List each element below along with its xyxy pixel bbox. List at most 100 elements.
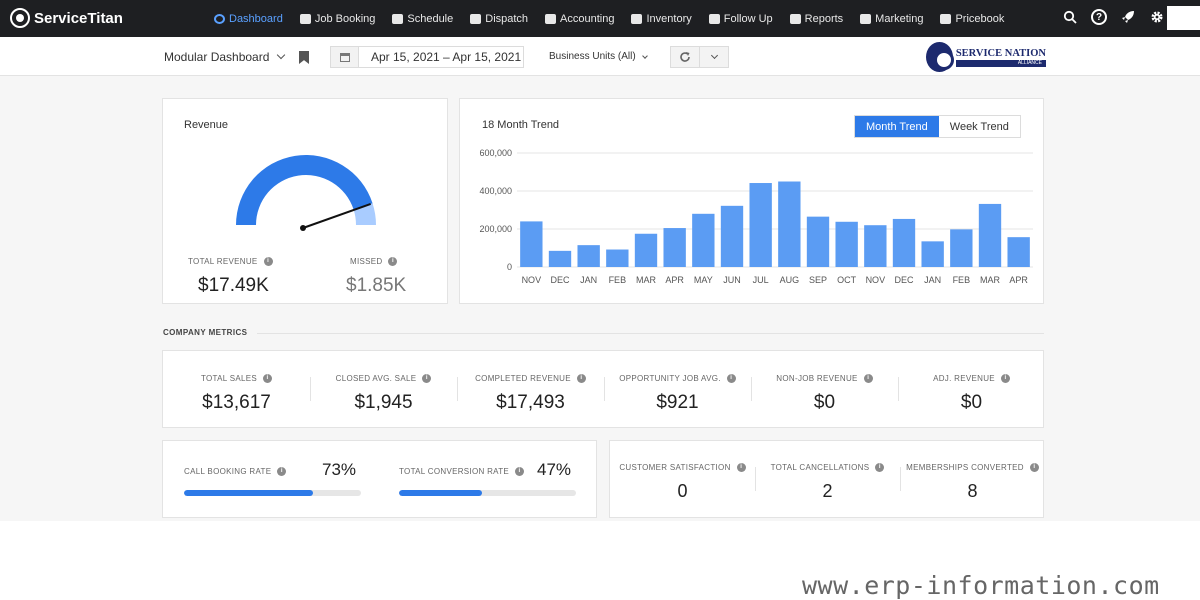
bookmark-icon[interactable] [299, 51, 309, 64]
bar-13[interactable] [892, 218, 916, 267]
metric-label-text: OPPORTUNITY JOB AVG. [619, 374, 721, 383]
x-tick-label: OCT [837, 275, 857, 285]
total-conversion-rate-bar [399, 490, 576, 496]
bar-12[interactable] [864, 225, 887, 267]
bar-9[interactable] [778, 181, 801, 268]
metric-non-job-revenue: NON-JOB REVENUE i $0 [751, 351, 898, 429]
nav-item-job-booking[interactable]: Job Booking [299, 13, 375, 25]
info-icon[interactable]: i [388, 257, 398, 266]
bar-4[interactable] [634, 233, 658, 267]
refresh-button[interactable] [671, 47, 699, 67]
bar-14[interactable] [921, 241, 944, 267]
metric-divider [751, 377, 752, 401]
missed-revenue-label-text: MISSED [350, 257, 383, 266]
bar-10[interactable] [806, 216, 830, 267]
trend-bar-chart: 0 200,000 400,000 600,000 NOV DEC JAN FEB MAR APR… [479, 148, 1033, 285]
metric-total-sales: TOTAL SALES i $13,617 [163, 351, 310, 429]
count-customer-satisfaction: CUSTOMER SATISFACTION i 0 [610, 441, 755, 519]
info-icon[interactable]: i [726, 374, 736, 383]
info-icon[interactable]: i [263, 257, 273, 266]
gear-icon[interactable] [1149, 9, 1165, 25]
nav-item-reports[interactable]: Reports [789, 13, 843, 25]
rocket-icon[interactable] [1120, 9, 1136, 25]
bar-2[interactable] [577, 245, 600, 267]
info-icon[interactable]: i [576, 374, 586, 383]
nav-item-schedule[interactable]: Schedule [392, 13, 453, 25]
search-icon[interactable] [1062, 9, 1078, 25]
service-nation-logo: SERVICE NATION ALLIANCE [926, 42, 1046, 72]
nav-item-pricebook[interactable]: Pricebook [940, 13, 1004, 25]
metric-label: TOTAL SALES i [163, 374, 310, 383]
bar-6[interactable] [692, 213, 715, 267]
call-booking-rate-label-text: CALL BOOKING RATE [184, 467, 272, 476]
week-trend-button[interactable]: Week Trend [949, 120, 1009, 133]
info-icon[interactable]: i [1000, 374, 1010, 383]
bar-17[interactable] [1007, 237, 1030, 267]
x-tick-label: NOV [866, 275, 886, 285]
x-tick-label: FEB [953, 275, 971, 285]
metric-label: CLOSED AVG. SALE i [310, 374, 457, 383]
nav-menu: Dashboard Job Booking Schedule Dispatch Acco… [214, 0, 1021, 37]
reports-icon [789, 13, 801, 24]
bar-0[interactable] [520, 221, 543, 267]
info-icon[interactable]: i [263, 374, 273, 383]
gauge-filled-arc [236, 155, 373, 225]
date-range-value: Apr 15, 2021 – Apr 15, 2021 [371, 50, 522, 64]
truck-icon [470, 13, 482, 24]
info-icon[interactable]: i [736, 463, 746, 472]
bar-5[interactable] [663, 228, 686, 267]
count-divider [755, 467, 756, 491]
megaphone-icon [860, 13, 872, 24]
metric-value: $0 [960, 392, 983, 413]
x-tick-label: JAN [924, 275, 941, 285]
calendar-button[interactable] [331, 47, 359, 67]
metric-completed-revenue: COMPLETED REVENUE i $17,493 [457, 351, 604, 429]
x-tick-label: MAR [980, 275, 1001, 285]
brand-name: SERVICE NATION [955, 47, 1046, 59]
chevron-down-icon [277, 50, 286, 60]
info-icon[interactable]: i [277, 467, 287, 476]
bar-16[interactable] [978, 203, 1002, 267]
info-icon[interactable]: i [863, 374, 873, 383]
calendar-icon [392, 13, 404, 24]
total-revenue-label-text: TOTAL REVENUE [188, 257, 258, 266]
date-range-picker[interactable]: Apr 15, 2021 – Apr 15, 2021 [330, 46, 524, 68]
metric-adj-revenue: ADJ. REVENUE i $0 [898, 351, 1045, 429]
nav-item-label: Inventory [646, 12, 692, 25]
info-icon[interactable]: i [1029, 463, 1039, 472]
metric-label: OPPORTUNITY JOB AVG. i [604, 374, 751, 383]
nav-item-inventory[interactable]: Inventory [631, 12, 692, 25]
servicetitan-logo[interactable]: ServiceTitan [10, 8, 123, 28]
bar-7[interactable] [720, 205, 744, 267]
nav-item-dispatch[interactable]: Dispatch [470, 13, 528, 25]
bar-1[interactable] [548, 250, 572, 267]
bar-3[interactable] [606, 249, 629, 267]
call-booking-rate-value: 73% [322, 460, 357, 479]
x-tick-label: SEP [809, 275, 827, 285]
info-icon[interactable]: i [515, 467, 525, 476]
info-icon[interactable]: i [875, 463, 885, 472]
total-conversion-rate-label-text: TOTAL CONVERSION RATE [399, 467, 510, 476]
bar-11[interactable] [835, 221, 858, 267]
bar-8[interactable] [749, 183, 772, 267]
bar-15[interactable] [950, 229, 973, 267]
counts-card: CUSTOMER SATISFACTION i 0 TOTAL CANCELLATIO… [609, 440, 1044, 518]
nav-item-accounting[interactable]: Accounting [545, 13, 614, 25]
x-tick-label: JAN [580, 275, 597, 285]
month-trend-button[interactable]: Month Trend [855, 116, 939, 137]
business-units-select[interactable]: Business Units (All) [549, 51, 648, 62]
info-icon[interactable]: i [422, 374, 432, 383]
metric-divider [457, 377, 458, 401]
nav-item-follow-up[interactable]: Follow Up [708, 13, 773, 25]
nav-item-marketing[interactable]: Marketing [860, 13, 923, 25]
metric-opportunity-job-avg: OPPORTUNITY JOB AVG. i $921 [604, 351, 751, 429]
refresh-options-button[interactable] [699, 47, 728, 67]
user-menu-area[interactable] [1167, 6, 1200, 30]
nav-item-label: Dashboard [229, 12, 283, 25]
count-memberships-converted: MEMBERSHIPS CONVERTED i 8 [900, 441, 1045, 519]
count-value: 0 [677, 481, 688, 501]
total-revenue-label: TOTAL REVENUE i [188, 257, 273, 266]
nav-item-dashboard[interactable]: Dashboard [214, 13, 283, 25]
help-icon[interactable]: ? [1091, 9, 1107, 25]
dashboard-select[interactable]: Modular Dashboard [164, 50, 286, 64]
